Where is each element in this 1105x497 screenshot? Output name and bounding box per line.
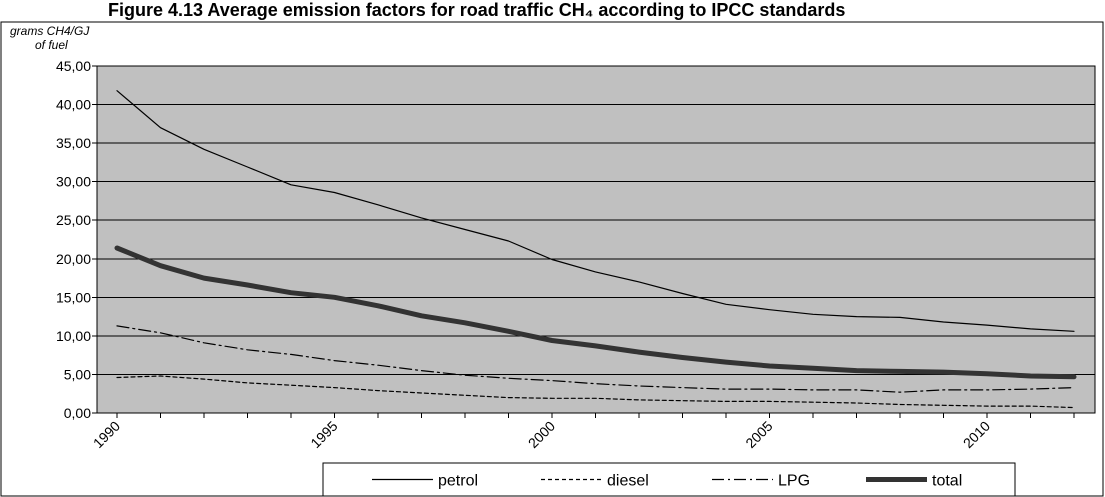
y-tick-label: 30,00: [56, 174, 91, 190]
y-tick-label: 25,00: [56, 212, 91, 228]
y-tick-label: 20,00: [56, 251, 91, 267]
legend: petrol diesel LPG total: [322, 462, 1016, 497]
y-axis-label-line2: of fuel: [35, 38, 68, 52]
y-tick-label: 45,00: [56, 58, 91, 74]
series-line-total: [114, 245, 1077, 380]
plot-area: 0,00 5,00 10,00 15,00 20,00 25,00 30,00 35,00 40…: [56, 58, 1096, 451]
y-tick-label: 35,00: [56, 135, 91, 151]
y-axis-label-line1: grams CH4/GJ: [10, 24, 90, 38]
y-tick-label: 15,00: [56, 289, 91, 305]
series-line-diesel: [116, 375, 1075, 409]
legend-label-total: total: [932, 473, 962, 490]
legend-label-diesel: diesel: [607, 473, 649, 490]
legend-label-lpg: LPG: [778, 473, 810, 490]
plot-background: [97, 66, 1095, 413]
series-line-petrol: [116, 90, 1075, 332]
y-tick-label: 5,00: [64, 366, 91, 382]
y-tick-label: 10,00: [56, 328, 91, 344]
series-line-lpg: [116, 325, 1075, 393]
y-tick-label: 40,00: [56, 97, 91, 113]
y-tick-label: 0,00: [64, 405, 91, 421]
legend-label-petrol: petrol: [438, 473, 478, 490]
chart-title: Figure 4.13 Average emission factors for…: [108, 0, 845, 20]
